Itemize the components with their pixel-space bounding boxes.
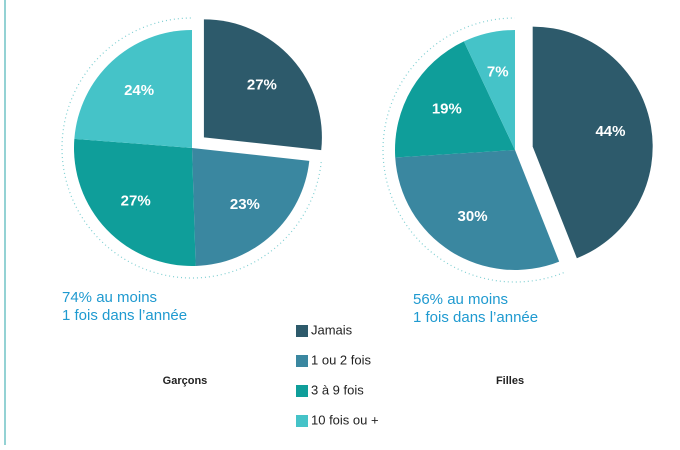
legend-swatch [296, 325, 308, 337]
pie-slice [395, 41, 515, 158]
pie-slice [192, 148, 310, 266]
annotation: 1 fois dans l’année [62, 307, 187, 324]
legend-swatch [296, 385, 308, 397]
pie-title: Filles [496, 375, 524, 387]
legend-label: 1 ou 2 fois [311, 352, 371, 367]
data-label: 44% [595, 123, 625, 140]
data-label: 27% [121, 193, 151, 210]
data-label: 7% [487, 64, 509, 81]
legend-swatch [296, 355, 308, 367]
pie-slice [73, 138, 196, 267]
data-label: 24% [124, 82, 154, 99]
data-label: 19% [432, 101, 462, 118]
data-label: 27% [247, 76, 277, 93]
annotation: 74% au moins [62, 289, 157, 306]
data-label: 23% [230, 196, 260, 213]
pie-slice [463, 30, 515, 150]
pie-slice [532, 26, 653, 259]
legend-label: 3 à 9 fois [311, 382, 364, 397]
pie-slice [74, 30, 192, 148]
legend-label: 10 fois ou + [311, 412, 379, 427]
dotted-arc [61, 17, 322, 279]
legend: Jamais 1 ou 2 fois 3 à 9 fois 10 fois ou + [296, 322, 379, 427]
pie-title: Garçons [163, 375, 208, 387]
data-label: 30% [458, 208, 488, 225]
dotted-arc [382, 17, 564, 283]
legend-label: Jamais [311, 322, 353, 337]
legend-swatch [296, 415, 308, 427]
annotation: 56% au moins [413, 291, 508, 308]
annotation: 1 fois dans l’année [413, 309, 538, 326]
pie-slice [395, 150, 560, 271]
pie-slice [203, 19, 322, 151]
